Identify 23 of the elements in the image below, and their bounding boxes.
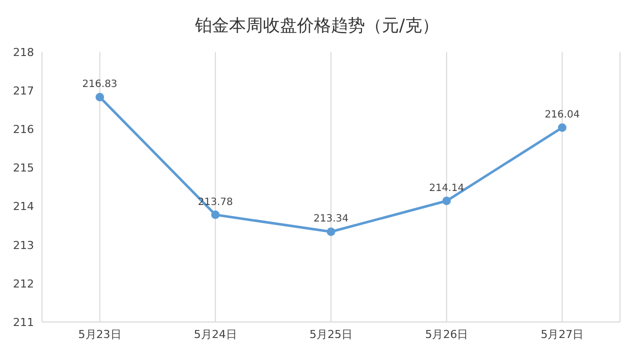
data-label: 216.83 (82, 79, 118, 90)
point (96, 92, 104, 102)
y-tick-label: 215 (13, 162, 34, 175)
data-label: 213.34 (314, 214, 348, 225)
x-tick-label: 5月24日 (194, 328, 237, 341)
y-tick-label: 212 (13, 277, 34, 290)
y-tick-label: 211 (13, 316, 34, 329)
point (326, 227, 336, 236)
x-tick-label: 5月25日 (310, 328, 352, 341)
x-tick-label: 5月27日 (540, 328, 584, 341)
data-label: 214.14 (429, 182, 464, 194)
x-tick-label: 5月23日 (78, 328, 122, 341)
y-tick-label: 217 (13, 84, 34, 98)
y-tick-label: 218 (13, 46, 34, 59)
y-tick-label: 214 (13, 200, 34, 214)
y-tick-label: 213 (13, 238, 34, 252)
data-label: 216.04 (544, 110, 580, 121)
x-tick-label: 5月26日 (425, 328, 468, 341)
point (211, 210, 220, 220)
point (442, 196, 451, 206)
point (558, 123, 566, 132)
y-tick-label: 216 (13, 123, 34, 136)
chart-title: 铂金本周收盘价格趋势（元/克） (194, 15, 440, 38)
